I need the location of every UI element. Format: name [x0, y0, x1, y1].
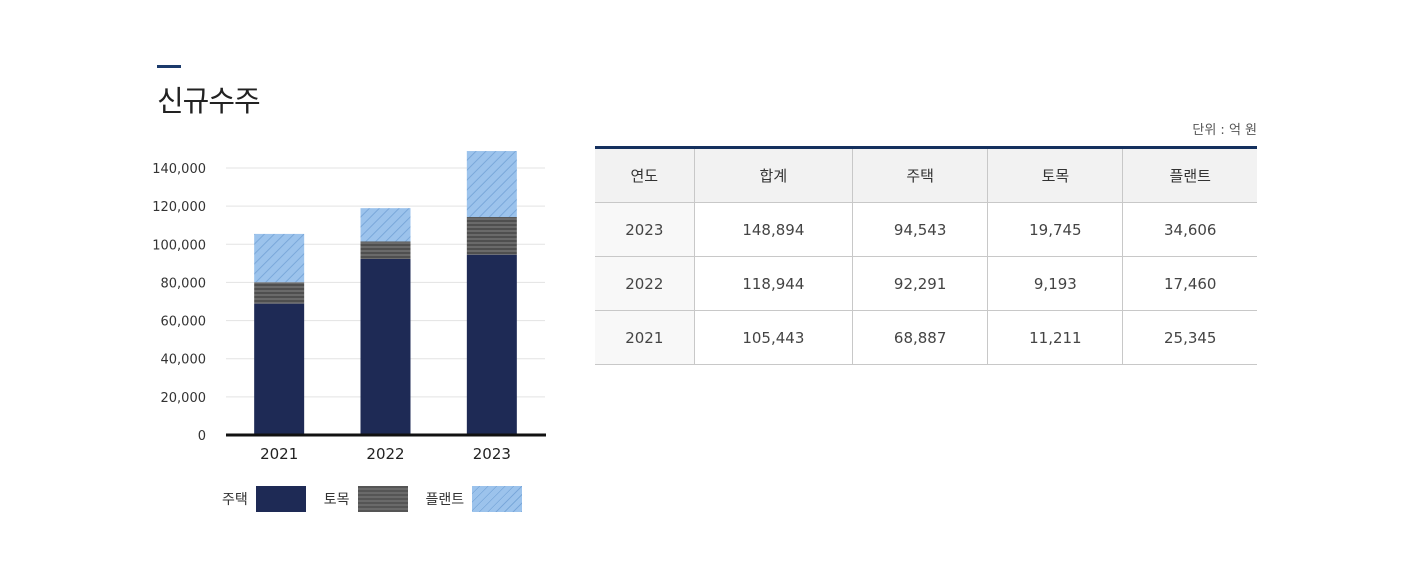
title-accent-bar: [157, 65, 181, 68]
table-row: 2022 118,944 92,291 9,193 17,460: [595, 256, 1257, 311]
table-cell: 148,894: [693, 202, 853, 257]
table-cell: 25,345: [1122, 310, 1257, 365]
legend-swatch-plant: [472, 486, 523, 512]
bar-segment-house: [466, 254, 517, 435]
x-tick-label: 2022: [366, 445, 404, 463]
table-cell: 34,606: [1122, 202, 1257, 257]
stacked-bar-chart: 0 20,000 40,000 60,000 80,000 100,000 120,000 1…: [152, 151, 546, 463]
bar-segment-plant: [466, 151, 517, 218]
page-title: 신규수주: [157, 84, 261, 118]
bar-segment-civil: [254, 282, 305, 304]
table-cell: 92,291: [852, 256, 988, 311]
y-tick-label: 0: [198, 429, 206, 444]
orders-table: 연도 합계 주택 토목 플랜트 2023 148,894 94,543 19,7…: [595, 146, 1257, 365]
bar-segment-civil: [360, 241, 411, 259]
x-tick-label: 2023: [473, 445, 511, 463]
table-cell: 19,745: [987, 202, 1123, 257]
chart-legend: 주택 토목 플랜트: [222, 486, 540, 512]
y-tick-label: 40,000: [161, 353, 207, 368]
bar-segment-plant: [360, 208, 411, 242]
table-cell: 94,543: [852, 202, 988, 257]
table-row: 2023 148,894 94,543 19,745 34,606: [595, 202, 1257, 257]
bar-segment-house: [254, 303, 305, 435]
legend-swatch-civil: [357, 486, 408, 512]
table-cell: 2023: [595, 202, 695, 257]
bar-segment-plant: [254, 233, 305, 283]
bar-segment-civil: [466, 217, 517, 255]
header-year: 연도: [595, 147, 695, 203]
legend-label-house: 주택: [222, 492, 248, 508]
y-tick-label: 120,000: [152, 200, 206, 215]
legend-swatch-house: [255, 486, 306, 512]
header-house: 주택: [852, 147, 988, 203]
y-tick-label: 80,000: [161, 276, 207, 291]
legend-item-civil: 토목: [324, 486, 408, 512]
table-cell: 105,443: [693, 310, 853, 365]
legend-label-plant: 플랜트: [425, 492, 465, 508]
legend-label-civil: 토목: [323, 492, 350, 508]
table-cell: 11,211: [987, 310, 1123, 365]
header-civil: 토목: [987, 147, 1123, 203]
y-tick-label: 60,000: [161, 315, 207, 330]
y-tick-label: 20,000: [161, 391, 207, 406]
table-header-row: 연도 합계 주택 토목 플랜트: [595, 147, 1257, 203]
bar-segment-house: [360, 258, 411, 435]
table-cell: 68,887: [852, 310, 988, 365]
unit-label: 단위 : 억 원: [1192, 123, 1257, 138]
header-total: 합계: [693, 147, 853, 203]
legend-item-house: 주택: [222, 486, 306, 512]
header-plant: 플랜트: [1122, 147, 1257, 203]
x-tick-label: 2021: [260, 445, 298, 463]
y-tick-label: 100,000: [152, 238, 206, 253]
legend-item-plant: 플랜트: [426, 486, 523, 512]
table-cell: 2021: [595, 310, 695, 365]
table-cell: 118,944: [693, 256, 853, 311]
table-cell: 17,460: [1122, 256, 1257, 311]
table-cell: 9,193: [987, 256, 1123, 311]
table-row: 2021 105,443 68,887 11,211 25,345: [595, 310, 1257, 365]
y-tick-label: 140,000: [152, 162, 206, 177]
table-cell: 2022: [595, 256, 695, 311]
